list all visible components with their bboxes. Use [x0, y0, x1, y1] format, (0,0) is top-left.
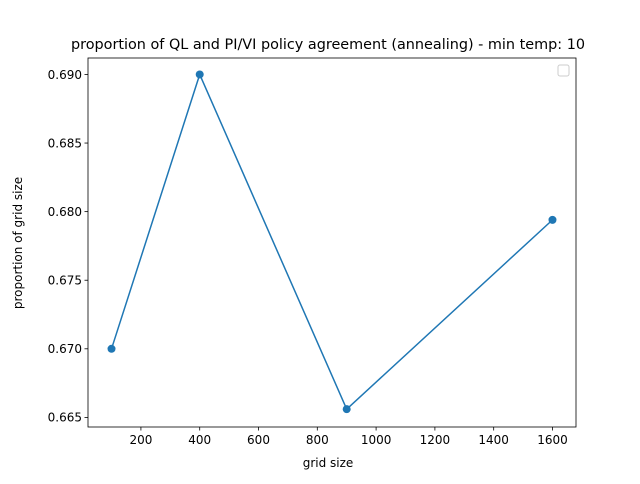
data-point: [107, 344, 116, 353]
y-tick-label: 0.690: [48, 68, 82, 82]
axes: 200 400 600 800 1000 1200 1400 1600 0.665 0.670 0.…: [48, 57, 577, 447]
y-tick-label: 0.680: [48, 205, 82, 219]
chart-title: proportion of QL and PI/VI policy agreem…: [71, 37, 585, 53]
data-point: [342, 405, 351, 414]
y-tick-label: 0.675: [48, 274, 82, 288]
y-tick-label: 0.665: [48, 411, 82, 425]
plot-area: [107, 70, 557, 414]
x-tick-label: 1400: [478, 433, 509, 447]
legend-box: [557, 64, 570, 77]
x-tick-label: 1000: [361, 433, 392, 447]
x-tick-label: 1600: [537, 433, 568, 447]
x-tick-label: 1200: [420, 433, 451, 447]
y-tick-label: 0.685: [48, 136, 82, 150]
x-tick-label: 800: [306, 433, 329, 447]
series-line: [110, 73, 553, 410]
y-axis-label: proportion of grid size: [11, 177, 25, 309]
x-tick-label: 400: [188, 433, 211, 447]
data-point: [548, 215, 557, 224]
x-axis-label: grid size: [303, 456, 354, 470]
x-tick-label: 200: [129, 433, 152, 447]
axes-frame: [87, 57, 577, 428]
data-point: [195, 70, 204, 79]
y-tick-label: 0.670: [48, 342, 82, 356]
x-tick-label: 600: [247, 433, 270, 447]
